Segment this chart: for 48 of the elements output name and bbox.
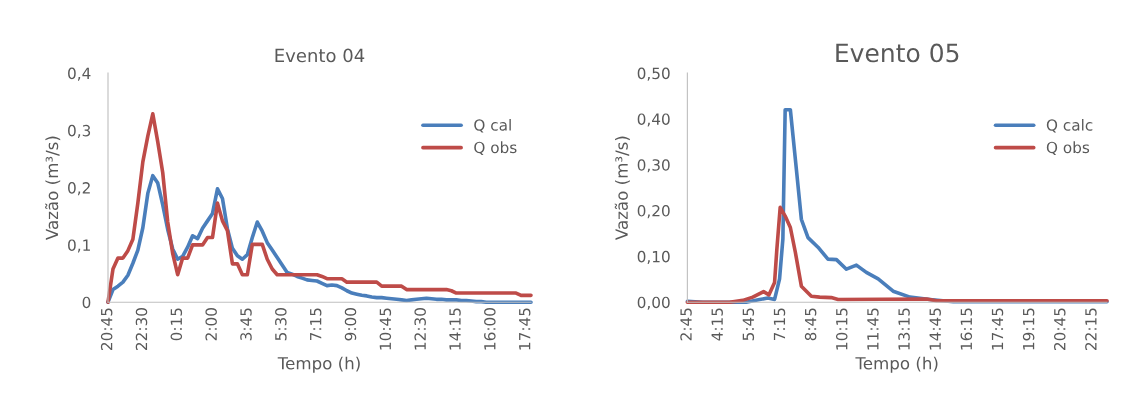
- x-tick-label: 14:45: [929, 308, 941, 350]
- x-tick-label: 7:15: [773, 308, 786, 341]
- x-axis-title: Tempo (h): [855, 356, 938, 373]
- chart-title: Evento 04: [275, 48, 365, 63]
- y-tick-label: 0: [82, 296, 91, 309]
- y-tick-label: 0,00: [637, 296, 670, 310]
- x-tick-label: 5:45: [742, 308, 755, 341]
- y-tick-label: 0,2: [68, 182, 90, 196]
- y-tick-label: 0,20: [637, 205, 670, 219]
- x-tick-label: 7:15: [310, 308, 322, 341]
- legend-label: Q obs: [1046, 141, 1090, 155]
- legend-label: Q calc: [1046, 118, 1093, 133]
- x-tick-label: 5:30: [275, 308, 287, 341]
- x-tick-label: 2:00: [205, 308, 217, 341]
- x-tick-label: 12:30: [414, 308, 426, 350]
- x-tick-label: 0:15: [170, 308, 183, 341]
- y-axis-title: Vazão (m³/s): [614, 136, 630, 241]
- x-axis-title: Tempo (h): [277, 356, 360, 373]
- x-tick-label: 17:45: [991, 308, 1004, 350]
- x-tick-label: 8:45: [804, 308, 817, 341]
- y-tick-label: 0,1: [68, 239, 90, 253]
- x-tick-label: 13:15: [898, 308, 910, 350]
- y-tick-label: 0,40: [637, 113, 670, 127]
- x-tick-label: 16:15: [960, 308, 973, 350]
- x-tick-label: 16:00: [484, 308, 496, 350]
- x-tick-label: 17:45: [519, 308, 531, 350]
- x-tick-label: 20:45: [1053, 308, 1066, 350]
- legend-label: Q cal: [474, 118, 511, 133]
- y-axis-title: Vazão (m³/s): [45, 136, 61, 241]
- x-tick-label: 3:45: [240, 308, 252, 341]
- x-tick-label: 10:45: [379, 308, 392, 350]
- x-tick-label: 14:15: [449, 308, 461, 350]
- x-tick-label: 20:45: [100, 308, 113, 350]
- x-tick-label: 9:00: [344, 308, 357, 341]
- x-tick-label: 2:45: [680, 308, 692, 341]
- legend-label: Q obs: [474, 141, 517, 155]
- x-tick-label: 19:15: [1022, 308, 1035, 350]
- x-tick-label: 22:30: [135, 308, 148, 350]
- x-tick-label: 4:15: [711, 308, 723, 341]
- x-tick-label: 10:15: [835, 308, 848, 350]
- y-tick-label: 0,3: [68, 124, 91, 138]
- chart-title: Evento 05: [836, 43, 959, 63]
- x-tick-label: 22:15: [1085, 308, 1097, 350]
- y-tick-label: 0,4: [68, 67, 91, 81]
- x-tick-label: 11:45: [867, 308, 879, 350]
- y-tick-label: 0,50: [637, 67, 670, 81]
- y-tick-label: 0,30: [637, 159, 670, 173]
- y-tick-label: 0,10: [637, 250, 670, 264]
